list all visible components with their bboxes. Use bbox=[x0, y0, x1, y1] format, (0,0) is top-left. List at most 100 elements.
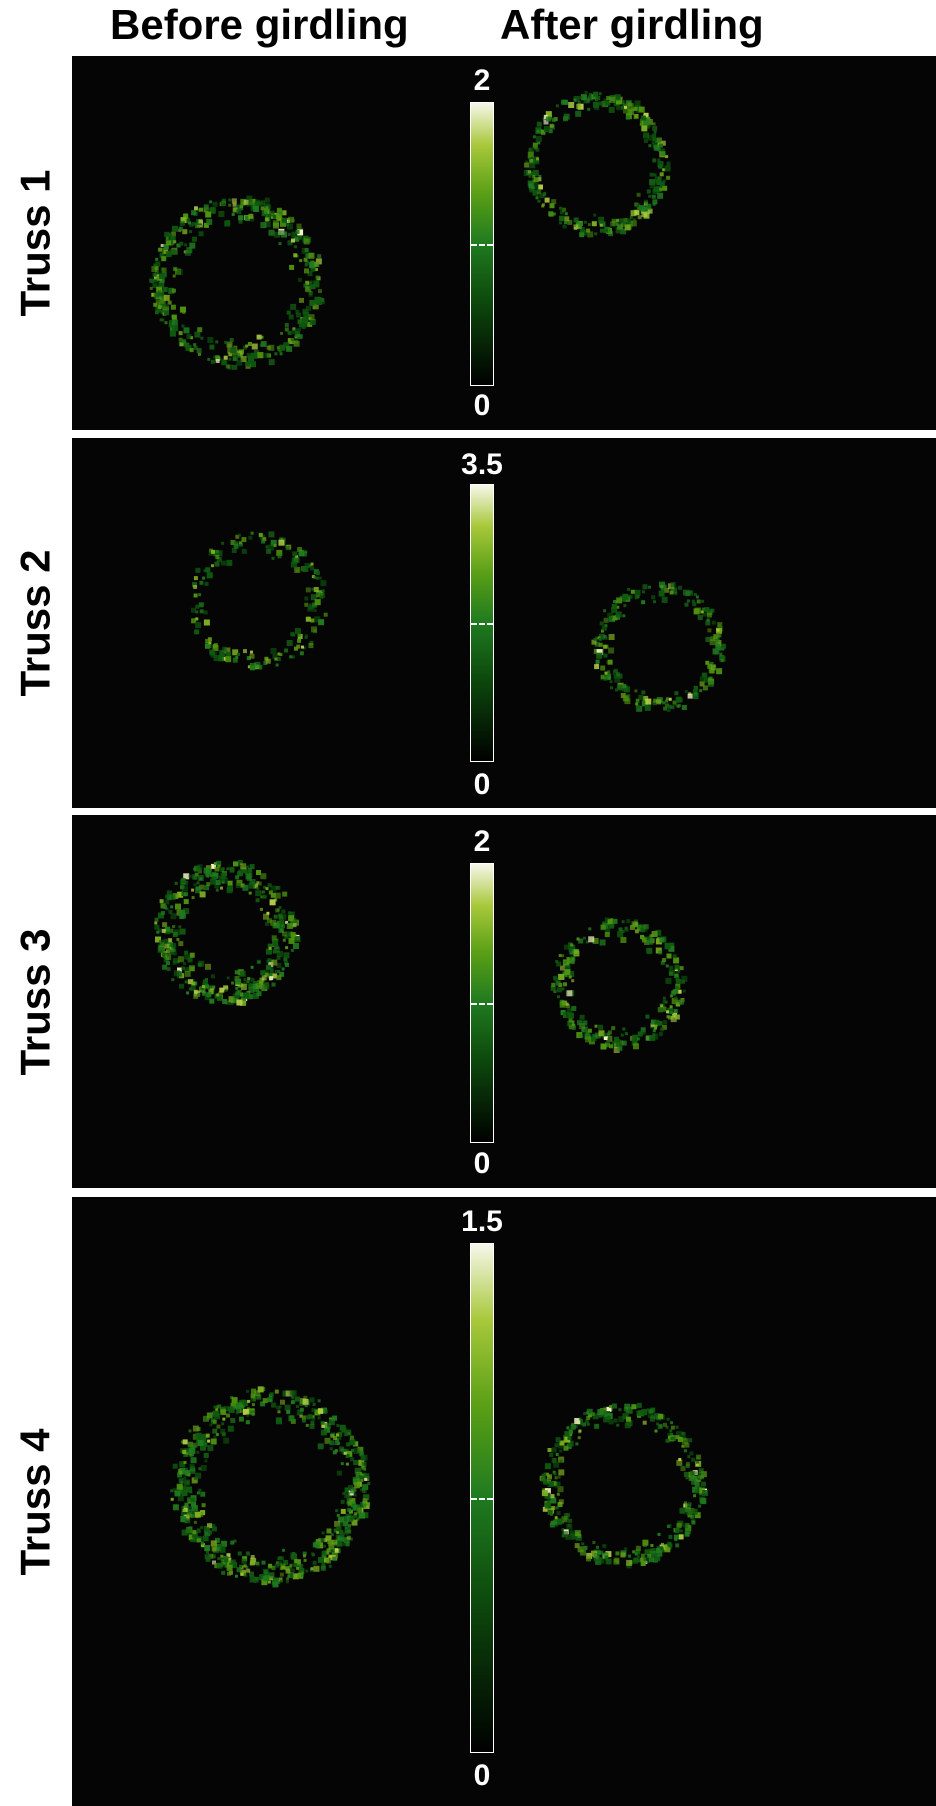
speckle-pixel bbox=[552, 1519, 557, 1524]
speckle-pixel bbox=[586, 1556, 591, 1562]
speckle-pixel bbox=[700, 610, 704, 614]
speckle-pixel bbox=[659, 172, 664, 177]
speckle-pixel bbox=[560, 1520, 564, 1524]
speckle-pixel bbox=[215, 1408, 219, 1411]
speckle-pixel bbox=[585, 1419, 589, 1424]
speckle-pixel bbox=[648, 194, 652, 198]
speckle-pixel bbox=[215, 879, 221, 885]
speckle-pixel bbox=[261, 539, 266, 544]
speckle-pixel bbox=[339, 1532, 345, 1538]
speckle-pixel bbox=[204, 1554, 210, 1560]
speckle-pixel bbox=[634, 689, 638, 693]
speckle-pixel bbox=[287, 330, 292, 335]
speckle-pixel bbox=[242, 1556, 248, 1562]
speckle-pixel bbox=[277, 1410, 281, 1414]
speckle-pixel bbox=[207, 637, 212, 642]
speckle-pixel bbox=[634, 210, 640, 216]
speckle-pixel bbox=[316, 592, 322, 598]
speckle-pixel bbox=[335, 1548, 339, 1552]
speckle-pixel bbox=[184, 1502, 189, 1507]
speckle-pixel bbox=[592, 95, 597, 100]
speckle-pixel bbox=[297, 638, 302, 643]
speckle-pixel bbox=[603, 1416, 610, 1423]
speckle-pixel bbox=[648, 585, 651, 589]
speckle-pixel bbox=[574, 1530, 581, 1537]
speckle-pixel bbox=[207, 357, 211, 361]
speckle-pixel bbox=[287, 240, 293, 246]
speckle-pixel bbox=[284, 934, 289, 939]
speckle-pixel bbox=[191, 1504, 198, 1511]
speckle-pixel bbox=[634, 113, 639, 118]
speckle-pixel bbox=[643, 132, 649, 139]
speckle-pixel bbox=[212, 1419, 217, 1424]
speckle-pixel bbox=[634, 1404, 639, 1409]
speckle-pixel bbox=[641, 937, 647, 943]
speckle-pixel bbox=[291, 1395, 295, 1399]
speckle-pixel bbox=[697, 614, 703, 620]
speckle-pixel bbox=[160, 911, 165, 915]
speckle-pixel bbox=[620, 222, 626, 228]
speckle-pixel bbox=[528, 174, 532, 178]
speckle-pixel bbox=[598, 633, 605, 640]
speckle-pixel bbox=[211, 1526, 217, 1532]
speckle-pixel bbox=[537, 141, 541, 145]
speckle-pixel bbox=[559, 1449, 563, 1453]
speckle-pixel bbox=[337, 1431, 343, 1437]
speckle-pixel bbox=[547, 1448, 552, 1452]
speckle-pixel bbox=[222, 646, 227, 652]
speckle-pixel bbox=[240, 863, 247, 870]
speckle-pixel bbox=[674, 996, 678, 1000]
speckle-pixel bbox=[293, 245, 297, 249]
speckle-pixel bbox=[584, 90, 588, 94]
speckle-pixel bbox=[662, 958, 666, 962]
speckle-pixel bbox=[276, 951, 283, 958]
speckle-pixel bbox=[176, 269, 183, 276]
speckle-pixel bbox=[173, 948, 177, 952]
speckle-pixel bbox=[274, 945, 279, 950]
speckle-pixel bbox=[155, 257, 159, 261]
speckle-pixel bbox=[528, 148, 532, 152]
speckle-pixel bbox=[191, 236, 197, 242]
speckle-pixel bbox=[669, 965, 674, 970]
speckle-pixel bbox=[216, 550, 223, 557]
speckle-pixel bbox=[199, 884, 205, 890]
speckle-pixel bbox=[562, 970, 566, 974]
speckle-pixel bbox=[206, 1412, 213, 1419]
speckle-pixel bbox=[152, 283, 158, 289]
speckle-pixel bbox=[318, 576, 322, 580]
speckle-pixel bbox=[630, 210, 637, 217]
speckle-pixel bbox=[304, 636, 308, 639]
speckle-pixel bbox=[178, 1470, 183, 1475]
speckle-pixel bbox=[644, 199, 649, 204]
speckle-pixel bbox=[276, 885, 281, 890]
speckle-pixel bbox=[264, 221, 271, 228]
speckle-pixel bbox=[660, 181, 666, 187]
speckle-pixel bbox=[195, 617, 199, 621]
speckle-pixel bbox=[278, 916, 282, 920]
speckle-pixel bbox=[199, 207, 203, 212]
speckle-pixel bbox=[267, 544, 274, 551]
speckle-pixel bbox=[554, 1516, 558, 1520]
speckle-pixel bbox=[527, 151, 534, 158]
speckle-pixel bbox=[310, 266, 316, 272]
speckle-pixel bbox=[562, 207, 567, 212]
speckle-pixel bbox=[332, 1539, 338, 1545]
speckle-pixel bbox=[692, 599, 695, 603]
speckle-pixel bbox=[238, 215, 243, 221]
speckle-pixel bbox=[634, 589, 641, 596]
speckle-pixel bbox=[659, 581, 665, 588]
speckle-pixel bbox=[549, 203, 555, 209]
speckle-pixel bbox=[624, 927, 629, 932]
speckle-pixel bbox=[587, 223, 591, 227]
speckle-pixel bbox=[647, 116, 651, 120]
speckle-pixel bbox=[301, 1418, 306, 1423]
colorbar-max-label: 2 bbox=[473, 825, 491, 858]
speckle-pixel bbox=[538, 174, 542, 178]
speckle-pixel bbox=[641, 1553, 645, 1558]
speckle-pixel bbox=[311, 626, 317, 633]
speckle-pixel bbox=[602, 1544, 607, 1549]
speckle-pixel bbox=[710, 608, 715, 613]
speckle-pixel bbox=[259, 1574, 266, 1581]
speckle-pixel bbox=[536, 157, 539, 161]
speckle-pixel bbox=[614, 676, 621, 683]
